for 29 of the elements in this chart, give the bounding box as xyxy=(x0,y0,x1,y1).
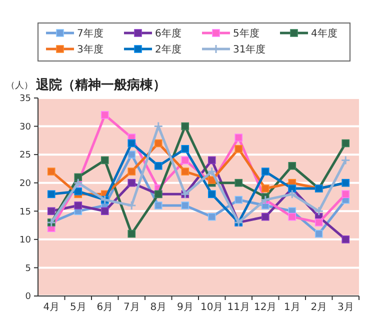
y-tick-label: 35 xyxy=(20,94,31,104)
chart-title: 退院（精神一般病棟） xyxy=(35,77,166,93)
legend-label: 5年度 xyxy=(233,28,260,40)
legend-label: 3年度 xyxy=(77,44,104,56)
legend-label: 6年度 xyxy=(155,28,182,40)
x-tick-label: 10月 xyxy=(200,302,224,313)
x-tick-label: 7月 xyxy=(123,302,140,313)
legend-label: 7年度 xyxy=(77,28,104,40)
x-tick-label: 1月 xyxy=(284,302,300,313)
y-tick-label: 30 xyxy=(20,122,32,132)
x-tick-label: 5月 xyxy=(70,302,86,313)
x-tick-label: 12月 xyxy=(254,302,277,313)
x-tick-label: 9月 xyxy=(176,302,194,313)
legend-label: 2年度 xyxy=(155,44,182,56)
y-tick-label: 0 xyxy=(25,292,32,302)
x-tick-label: 4月 xyxy=(43,302,60,313)
y-axis-title: （人） xyxy=(6,80,33,91)
y-tick-label: 5 xyxy=(25,264,31,274)
legend-label: 31年度 xyxy=(233,44,266,56)
y-tick-label: 25 xyxy=(20,150,31,161)
x-tick-label: 3月 xyxy=(337,302,354,313)
x-tick-label: 2月 xyxy=(310,302,328,313)
x-tick-label: 8月 xyxy=(150,302,167,313)
y-tick-label: 10 xyxy=(20,236,32,246)
y-tick-label: 20 xyxy=(20,179,32,190)
x-tick-label: 11月 xyxy=(227,302,250,313)
y-tick-label: 15 xyxy=(20,207,31,218)
legend-label: 4年度 xyxy=(311,28,338,40)
x-tick-label: 6月 xyxy=(96,302,114,313)
